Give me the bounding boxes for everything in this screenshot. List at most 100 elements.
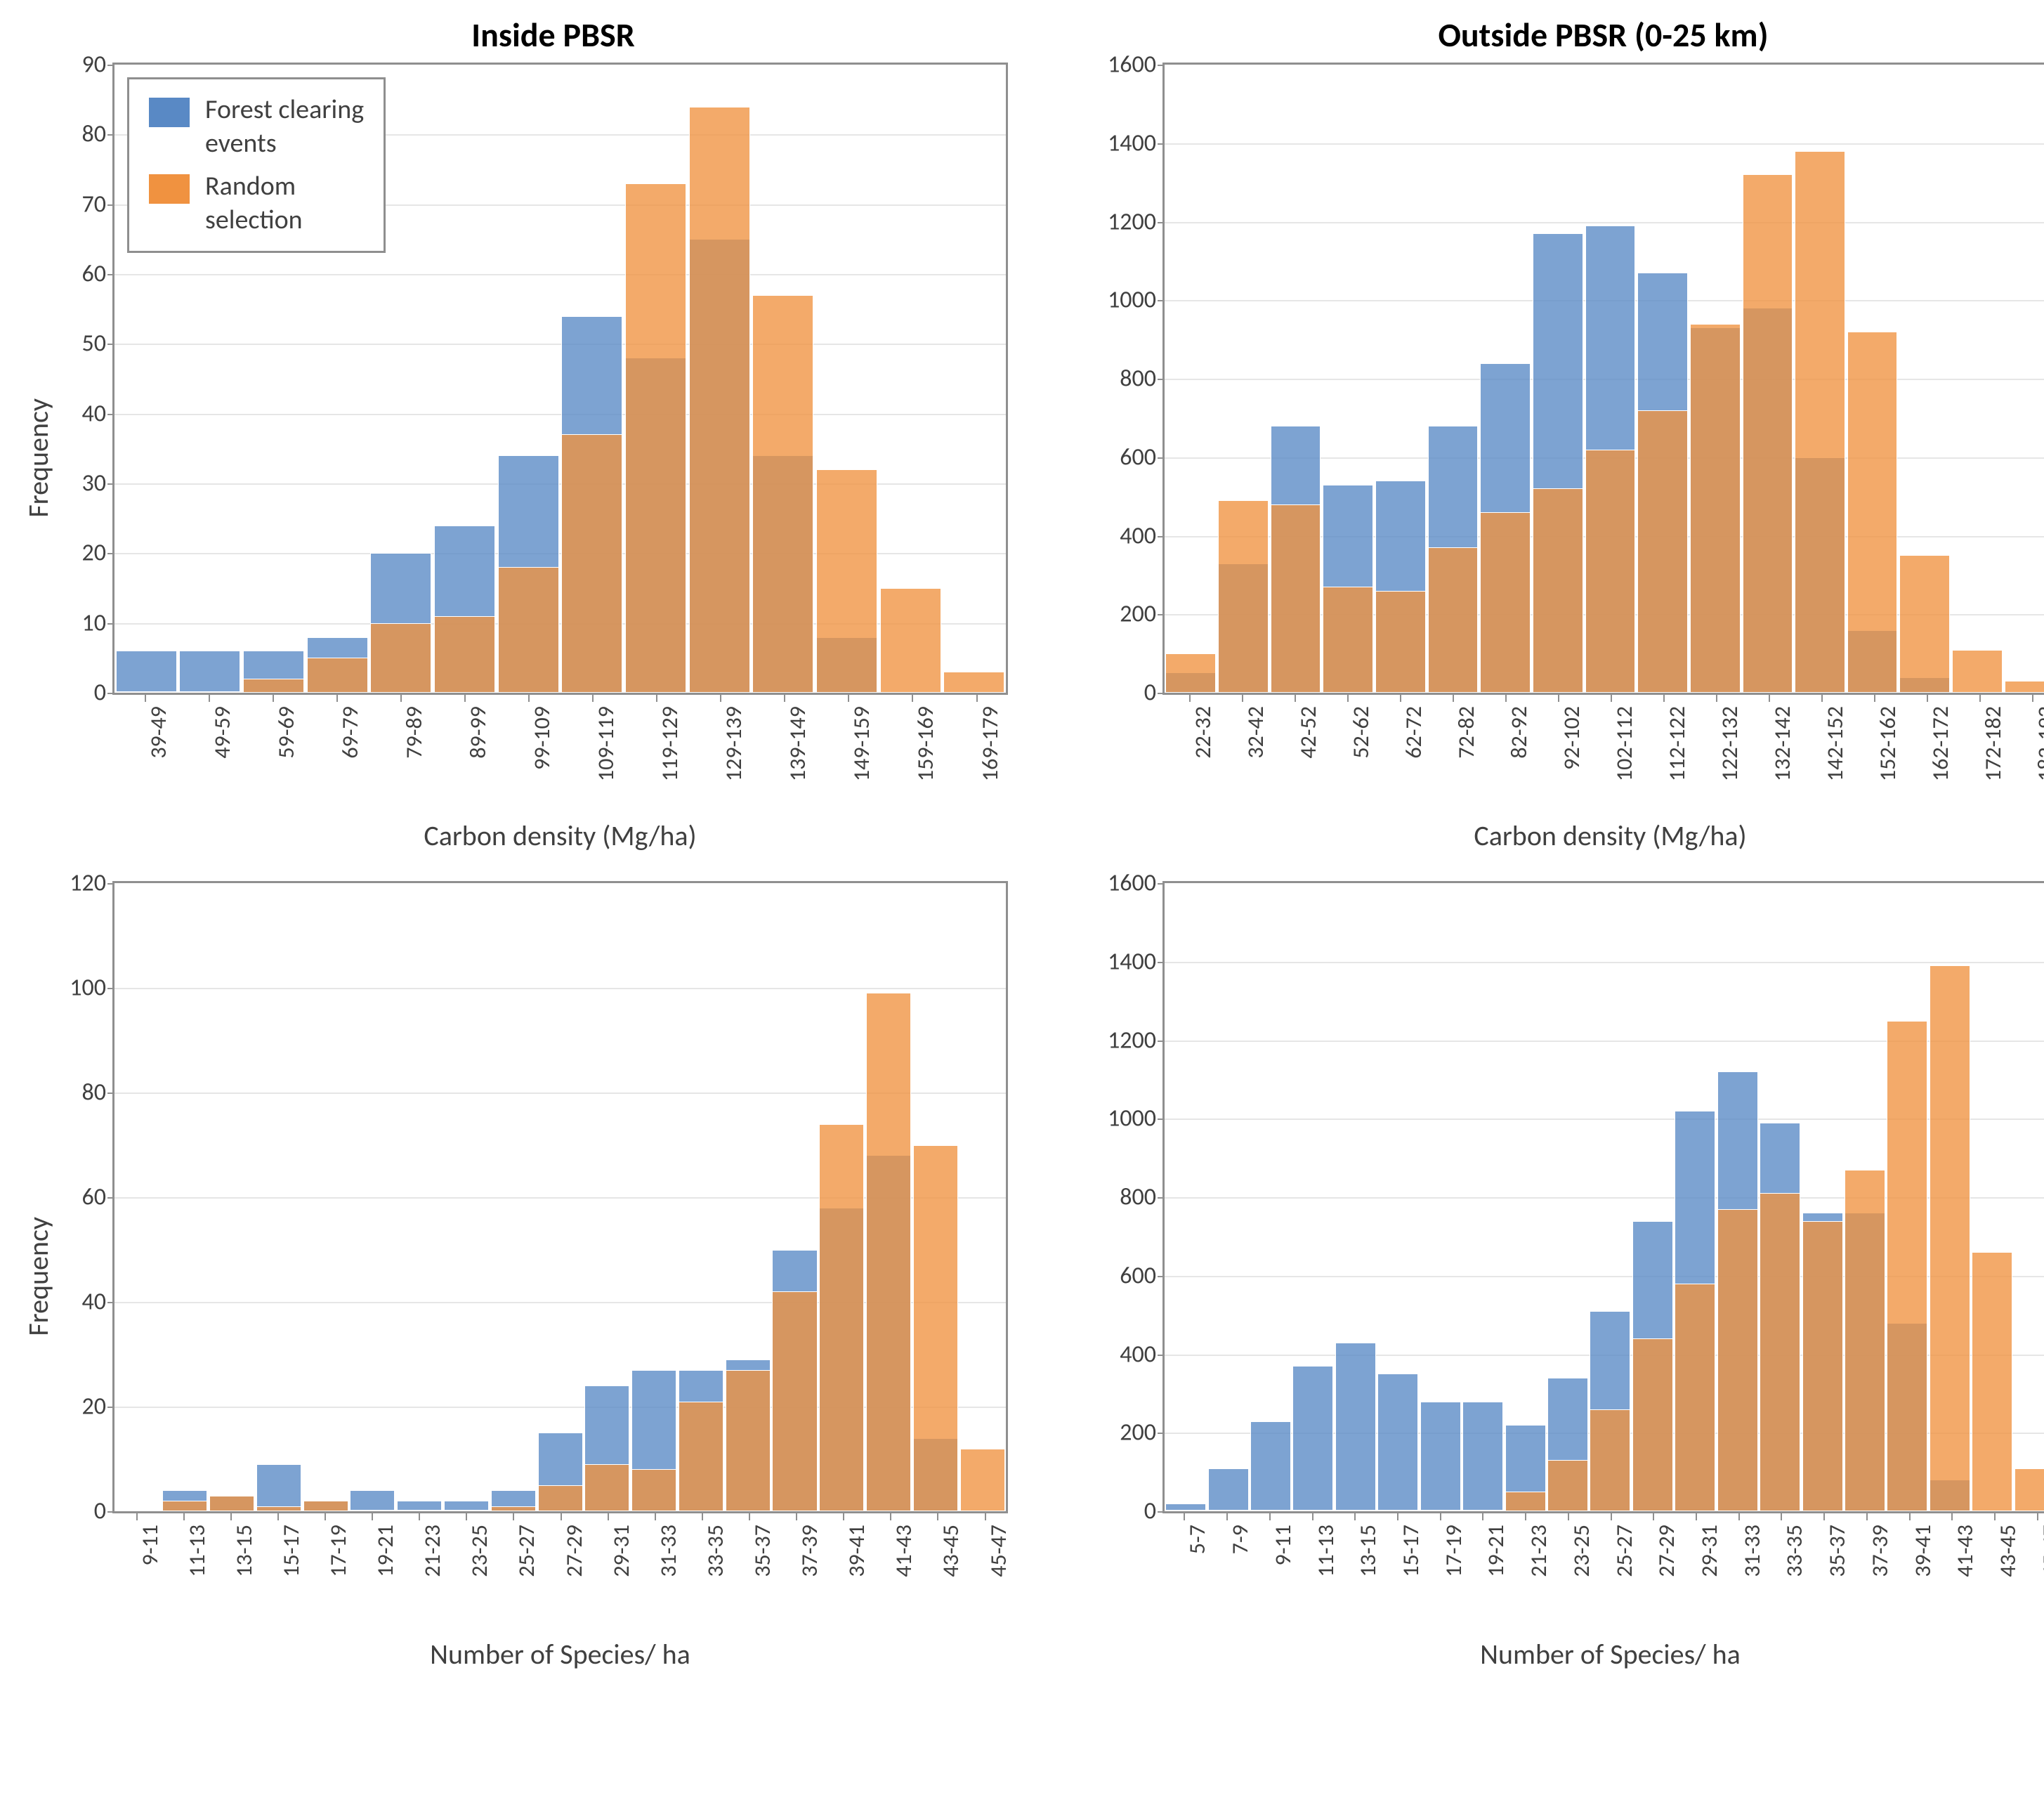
ytick-mark	[107, 274, 114, 275]
plot-wrap: 0204060801001209-1111-1313-1515-1717-191…	[56, 881, 1008, 1671]
xtick: 72-82	[1426, 699, 1479, 811]
bar-random-selection	[913, 1145, 958, 1512]
histogram-bin	[1929, 883, 1971, 1511]
bar-forest-clearing	[116, 651, 177, 693]
ytick-mark	[1158, 222, 1165, 223]
ytick-label: 1400	[1108, 947, 1165, 976]
histogram-bin	[433, 65, 497, 693]
xtick-label: 79-89	[400, 706, 428, 759]
bar-random-selection	[561, 434, 622, 693]
plot-area: 02004006008001000120014001600	[1162, 881, 2044, 1513]
bar-random-selection	[1590, 1409, 1630, 1511]
histogram-bin	[1375, 65, 1427, 693]
histogram-bin	[879, 65, 943, 693]
xtick: 22-32	[1162, 699, 1215, 811]
plot-area: 020406080100120	[112, 881, 1008, 1513]
bar-random-selection	[1292, 1510, 1333, 1511]
xtick: 13-15	[207, 1518, 254, 1630]
histogram-bin	[724, 883, 771, 1511]
xtick: 35-37	[725, 1518, 772, 1630]
ytick-mark	[1158, 300, 1165, 301]
bar-random-selection	[1690, 324, 1741, 693]
xtick: 31-33	[1717, 1518, 1760, 1630]
ytick-mark	[1158, 1119, 1165, 1120]
xtick-label: 169-179	[976, 706, 1004, 781]
histogram-bin	[1846, 65, 1899, 693]
panel-top-right: Outside PBSR (0-25 km)020040060080010001…	[1064, 14, 2044, 853]
bar-random-selection	[491, 1506, 536, 1511]
xtick-label: 142-152	[1821, 706, 1849, 781]
xtick-label: 182-192	[2032, 706, 2044, 781]
ytick-label: 1600	[1108, 51, 1165, 79]
y-axis-label: Frequency	[14, 1217, 56, 1336]
xtick: 11-13	[1290, 1518, 1333, 1630]
xtick: 5-7	[1162, 1518, 1205, 1630]
ytick-mark	[1158, 143, 1165, 145]
xtick-label: 39-49	[145, 706, 172, 759]
xtick: 37-39	[773, 1518, 820, 1630]
bar-random-selection	[1547, 1460, 1588, 1511]
bar-forest-clearing	[1377, 1374, 1418, 1511]
bar-random-selection	[960, 1449, 1005, 1511]
bars-container	[1165, 883, 2044, 1511]
xtick: 13-15	[1333, 1518, 1376, 1630]
xtick-label: 42-52	[1295, 706, 1322, 759]
xtick-label: 152-162	[1874, 706, 1901, 781]
histogram-bin	[1217, 65, 1270, 693]
bar-random-selection	[444, 1510, 489, 1511]
bar-random-selection	[819, 1124, 864, 1511]
chart-row: 020040060080010001200140016005-77-99-111…	[1064, 881, 2044, 1671]
xtick-label: 102-112	[1611, 706, 1638, 781]
ytick-label: 1000	[1108, 1104, 1165, 1133]
ytick-mark	[1158, 693, 1165, 694]
xtick: 39-49	[112, 699, 176, 811]
bar-random-selection	[1533, 488, 1583, 693]
bar-random-selection	[689, 107, 750, 693]
bar-random-selection	[2005, 681, 2044, 693]
plot-area: 0102030405060708090Forest clearing event…	[112, 63, 1008, 695]
xtick-label: 132-142	[1769, 706, 1796, 781]
histogram-bin	[1322, 65, 1375, 693]
ytick-mark	[1158, 379, 1165, 380]
bar-random-selection	[116, 691, 177, 693]
histogram-bin	[1207, 883, 1249, 1511]
histogram-bin	[815, 65, 879, 693]
panel-title: Inside PBSR	[14, 14, 1008, 56]
xtick: 172-182	[1953, 699, 2005, 811]
xtick: 112-122	[1637, 699, 1689, 811]
bar-random-selection	[1899, 555, 1950, 693]
xtick: 39-41	[820, 1518, 867, 1630]
xtick-label: 109-119	[592, 706, 620, 781]
bar-random-selection	[1375, 591, 1426, 693]
xtick: 33-35	[1760, 1518, 1802, 1630]
xtick: 9-11	[1247, 1518, 1290, 1630]
histogram-bin	[114, 883, 162, 1511]
ytick-mark	[107, 134, 114, 136]
xtick-label: 149-159	[848, 706, 875, 781]
xtick: 41-43	[867, 1518, 914, 1630]
bar-random-selection	[1165, 1510, 1206, 1511]
bar-random-selection	[1250, 1510, 1291, 1511]
ytick-mark	[1158, 883, 1165, 885]
xtick: 122-132	[1689, 699, 1742, 811]
bar-random-selection	[303, 1501, 348, 1511]
xtick: 162-172	[1900, 699, 1953, 811]
xtick: 69-79	[304, 699, 368, 811]
bar-random-selection	[1675, 1284, 1715, 1511]
xtick: 41-43	[1930, 1518, 1973, 1630]
ytick-mark	[1158, 1433, 1165, 1434]
xtick: 132-142	[1742, 699, 1795, 811]
xtick: 92-102	[1531, 699, 1584, 811]
plot-wrap: 0102030405060708090Forest clearing event…	[56, 63, 1008, 853]
ytick-mark	[107, 65, 114, 66]
bar-random-selection	[1335, 1510, 1376, 1511]
ytick-label: 1600	[1108, 869, 1165, 898]
ytick-mark	[1158, 962, 1165, 963]
xtick: 15-17	[1376, 1518, 1419, 1630]
ytick-label: 1200	[1108, 1026, 1165, 1055]
bar-random-selection	[1743, 174, 1793, 693]
bar-random-selection	[243, 679, 304, 693]
xtick-label: 45-47	[985, 1525, 1012, 1577]
histogram-bin	[1589, 883, 1631, 1511]
xtick-label: 99-109	[528, 706, 556, 770]
